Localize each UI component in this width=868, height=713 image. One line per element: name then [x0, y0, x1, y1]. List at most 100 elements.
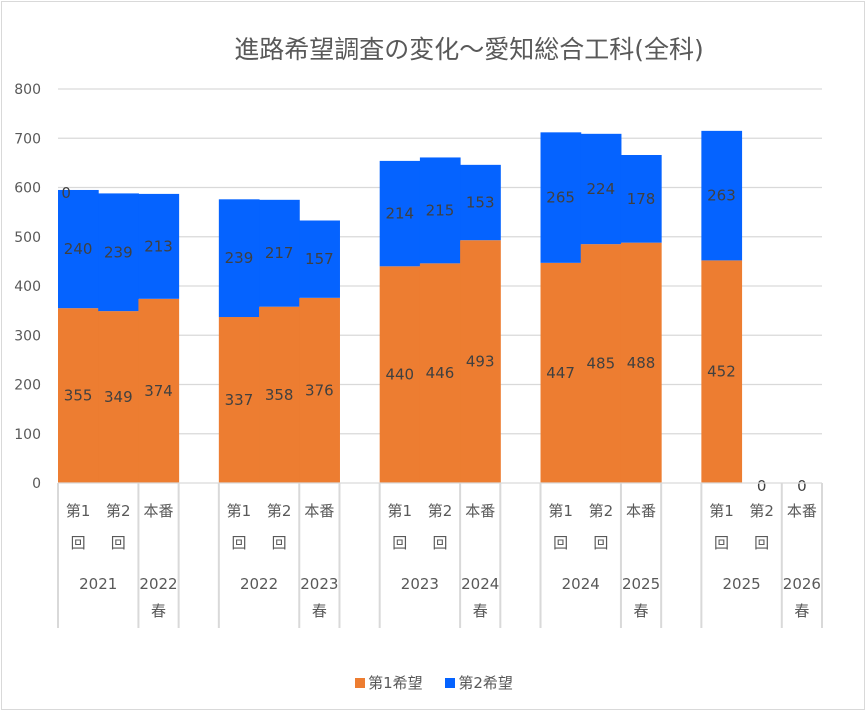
bar-segment: [58, 308, 99, 483]
data-label: 214: [385, 205, 414, 223]
legend-item-first-choice[interactable]: 第1希望: [355, 672, 423, 693]
bar-segment: [379, 266, 421, 483]
y-tick-label: 700: [14, 131, 41, 147]
x-category-label: 第1: [66, 502, 91, 520]
data-label: 153: [466, 194, 495, 212]
bar-segment: [98, 193, 139, 312]
x-group-label: 2021: [79, 575, 117, 593]
legend-label-first-choice: 第1希望: [368, 674, 423, 692]
bars: [58, 130, 743, 483]
bar-segment: [701, 260, 743, 483]
data-label: 0: [61, 184, 71, 202]
y-tick-label: 600: [14, 181, 41, 197]
data-label: 263: [707, 187, 736, 205]
x-group-label: 2023: [401, 575, 439, 593]
x-category-label: 第2: [106, 502, 131, 520]
x-group-label: 春: [794, 602, 809, 620]
data-label: 240: [64, 240, 93, 258]
data-labels: 355 240 349 239 374 213 337 239 358 217 376 157 440 2…: [61, 180, 806, 495]
data-label: 337: [225, 391, 254, 409]
bar-segment: [218, 317, 260, 483]
bar-segment: [620, 242, 662, 483]
x-group-label: 2024: [461, 575, 499, 593]
x-category-label: 回: [392, 534, 407, 552]
legend-swatch-first-choice: [355, 678, 366, 688]
x-category-label: 第2: [267, 502, 292, 520]
chart-title: 進路希望調査の変化～愛知総合工科(全科): [234, 35, 704, 64]
x-category-label: 回: [432, 534, 447, 552]
legend: 第1希望 第2希望: [0, 672, 868, 693]
data-label: 239: [104, 243, 133, 261]
x-group-label: 2024: [562, 575, 600, 593]
data-label: 358: [265, 386, 294, 404]
x-group-label: 2022: [139, 575, 177, 593]
legend-item-second-choice[interactable]: 第2希望: [445, 672, 513, 693]
bar-segment: [701, 130, 743, 261]
legend-swatch-second-choice: [445, 678, 456, 688]
x-category-label: 第2: [428, 502, 453, 520]
x-group-label: 2025: [622, 575, 660, 593]
bar-segment: [98, 311, 139, 483]
x-group-label: 2026: [783, 575, 821, 593]
data-label: 376: [305, 381, 334, 399]
y-tick-label: 800: [14, 82, 41, 98]
x-category-label: 回: [272, 534, 287, 552]
x-category-label: 第1: [709, 502, 734, 520]
bar-segment: [540, 262, 582, 483]
x-category-label: 本番: [626, 502, 656, 520]
data-label: 374: [144, 382, 173, 400]
x-category-label: 本番: [787, 502, 817, 520]
data-label: 349: [104, 388, 133, 406]
data-label: 452: [707, 363, 736, 381]
bar-segment: [580, 133, 622, 245]
x-category-label: 第2: [749, 502, 774, 520]
bar-segment: [580, 244, 622, 483]
bar-segment: [259, 306, 300, 483]
x-category-label: 回: [111, 534, 126, 552]
legend-label-second-choice: 第2希望: [458, 674, 513, 692]
x-category-label: 回: [71, 534, 86, 552]
data-label: 217: [265, 244, 294, 262]
bar-segment: [620, 154, 662, 243]
data-label: 157: [305, 250, 334, 268]
x-group-label: 春: [312, 602, 327, 620]
data-label: 0: [757, 477, 767, 495]
bar-segment: [138, 298, 180, 483]
x-category-label: 第1: [388, 502, 413, 520]
y-tick-label: 0: [32, 476, 41, 492]
data-label: 213: [144, 237, 173, 255]
bar-segment: [218, 199, 260, 318]
y-tick-label: 500: [14, 230, 41, 246]
x-category-label: 第1: [548, 502, 573, 520]
x-group-label: 2025: [722, 575, 760, 593]
x-category-label: 回: [553, 534, 568, 552]
x-category-label: 第1: [227, 502, 252, 520]
data-label: 440: [385, 366, 414, 384]
data-label: 224: [587, 180, 616, 198]
x-category-label: 回: [754, 534, 769, 552]
x-category-label: 本番: [465, 502, 495, 520]
x-group-label: 春: [473, 602, 488, 620]
y-tick-label: 200: [14, 378, 41, 394]
data-label: 355: [64, 387, 93, 405]
bar-segment: [299, 297, 340, 483]
y-tick-label: 300: [14, 328, 41, 344]
x-category-label: 回: [593, 534, 608, 552]
y-tick-label: 400: [14, 279, 41, 295]
data-label: 178: [627, 190, 656, 208]
bar-segment: [299, 220, 340, 298]
data-label: 239: [225, 249, 254, 267]
bar-segment: [138, 193, 180, 299]
bar-segment: [460, 164, 501, 241]
x-category-label: 回: [714, 534, 729, 552]
data-label: 215: [426, 201, 455, 219]
bar-segment: [419, 157, 461, 264]
bar-segment: [259, 199, 300, 307]
x-category-label: 第2: [589, 502, 614, 520]
bar-segment: [460, 240, 501, 483]
x-category-label: 本番: [304, 502, 334, 520]
data-label: 493: [466, 353, 495, 371]
bar-segment: [540, 132, 582, 263]
x-category-label: 本番: [144, 502, 174, 520]
